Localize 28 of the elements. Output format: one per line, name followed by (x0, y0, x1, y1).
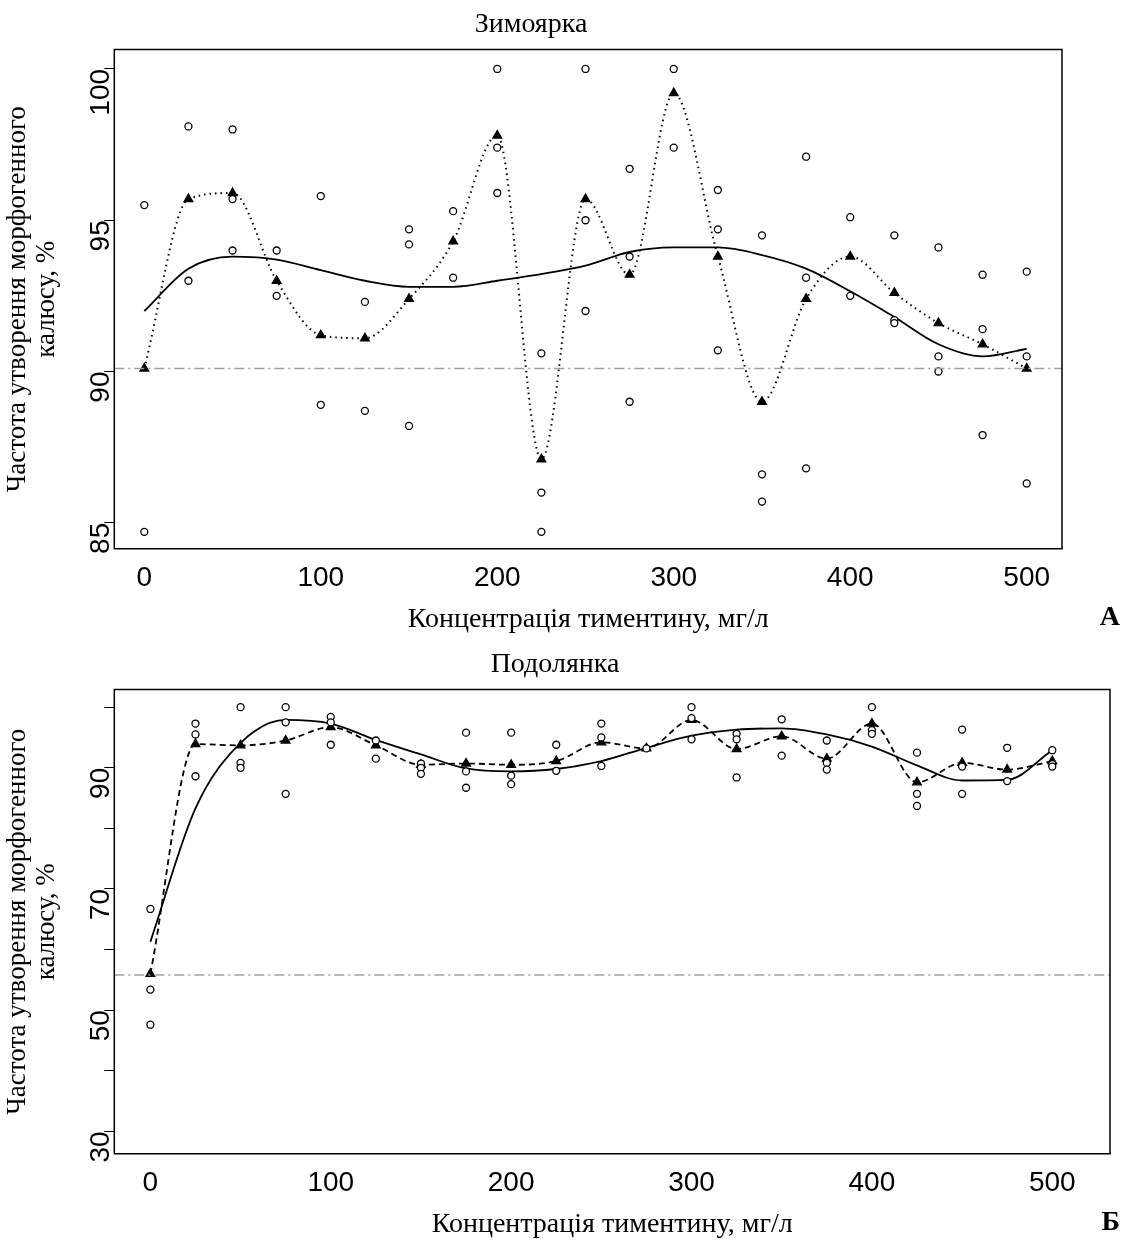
x-tick-label: 0 (136, 561, 153, 593)
y-axis-title: Частота утворення морфогенного калюсу, % (1, 106, 60, 493)
y-axis-title: Частота утворення морфогенного калюсу, % (1, 728, 60, 1115)
x-tick-label: 500 (1003, 561, 1051, 593)
y-tick-label: 90 (84, 767, 116, 799)
chart-title: Подолянка (490, 647, 620, 679)
x-tick-label: 300 (650, 561, 698, 593)
x-tick-label: 400 (826, 561, 874, 593)
x-tick-label: 500 (1028, 1166, 1076, 1198)
x-tick-label: 100 (297, 561, 345, 593)
y-tick-label: 50 (84, 1010, 116, 1042)
x-tick-label: 0 (142, 1166, 159, 1198)
text: Б (1101, 1205, 1120, 1237)
x-tick-label: 400 (848, 1166, 896, 1198)
y-tick-label: 30 (84, 1131, 116, 1163)
text: А (1099, 600, 1121, 632)
y-tick-label: 85 (84, 522, 116, 554)
x-axis-title: Концентрація тиментину, мг/л (407, 601, 769, 633)
x-tick-label: 300 (668, 1166, 715, 1198)
y-tick-label: 70 (84, 888, 116, 921)
x-axis-title: Концентрація тиментину, мг/л (431, 1206, 793, 1238)
x-tick-label: 200 (487, 1166, 535, 1198)
y-tick-label: 95 (84, 220, 116, 252)
y-tick-label: 90 (84, 371, 116, 403)
chart-title: Зимоярка (474, 7, 588, 39)
x-tick-label: 200 (473, 561, 521, 593)
y-tick-label: 100 (84, 68, 116, 116)
x-tick-label: 100 (307, 1166, 355, 1198)
